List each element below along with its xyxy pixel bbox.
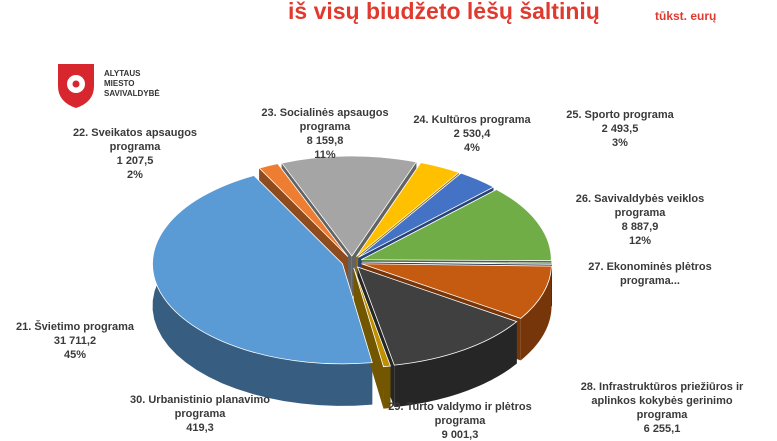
category: 22. Sveikatos apsaugos programa (72, 127, 198, 153)
value-label: 2 530,4 (453, 128, 491, 140)
logo-rose-center (72, 80, 80, 88)
value-label: 419,3 (186, 422, 214, 434)
slice (361, 261, 553, 265)
logo-text: MIESTO (104, 79, 135, 88)
percent-label: 4% (464, 142, 480, 154)
category: 27. Ekonominės plėtros programa... (588, 261, 712, 287)
category: 21. Švietimo programa (16, 321, 134, 333)
category: 24. Kultūros programa (413, 114, 531, 126)
value-label: 2 493,5 (601, 123, 639, 135)
slice-label: 22. Sveikatos apsaugos programa 1 207,5 2% (50, 126, 220, 182)
slice-label: 24. Kultūros programa 2 530,4 4% (387, 113, 557, 155)
slice-label: 30. Urbanistinio planavimo programa 419,3 (115, 393, 285, 435)
slice-label: 26. Savivaldybės veiklos programa 8 887,9… (555, 192, 725, 248)
category: 26. Savivaldybės veiklos programa (575, 193, 705, 219)
slice-label: 29. Turto valdymo ir plėtros programa 9 0… (375, 400, 545, 441)
slice-side (520, 266, 552, 361)
slice-label: 25. Sporto programa 2 493,5 3% (535, 108, 705, 150)
title: iš visų biudžeto lėšų šaltinių (288, 0, 600, 24)
value-label: 9 001,3 (441, 429, 479, 441)
percent-label: 11% (314, 149, 336, 161)
pie (152, 155, 553, 409)
value-label: 8 159,8 (306, 135, 344, 147)
slice (258, 163, 349, 257)
value-label: 1 207,5 (116, 155, 154, 167)
logo-text: ALYTAUS (104, 69, 141, 78)
category: 23. Socialinės apsaugos programa (261, 107, 389, 133)
category: 28. Infrastruktūros priežiūros ir aplink… (580, 381, 744, 421)
slice-label: 27. Ekonominės plėtros programa... (585, 260, 715, 288)
slice (361, 189, 552, 262)
percent-label: 2% (127, 169, 143, 181)
value-label: 6 255,1 (643, 423, 681, 435)
slice (358, 172, 495, 258)
slice (281, 155, 417, 257)
slice (353, 267, 391, 368)
category: 30. Urbanistinio planavimo programa (130, 394, 270, 420)
slice-label: 21. Švietimo programa 31 711,2 45% (0, 320, 160, 362)
slice (361, 263, 552, 319)
category: 25. Sporto programa (566, 109, 674, 121)
category: 29. Turto valdymo ir plėtros programa (388, 401, 532, 427)
unit: tūkst. eurų (655, 9, 717, 23)
value-label: 31 711,2 (53, 335, 97, 347)
slice (356, 162, 460, 257)
percent-label: 45% (63, 349, 87, 361)
slice-label: 23. Socialinės apsaugos programa 8 159,8 1… (240, 106, 410, 162)
slice (152, 174, 373, 365)
slice (356, 266, 518, 366)
percent-label: 3% (612, 137, 628, 149)
slice-wall (353, 267, 384, 409)
value-label: 8 887,9 (621, 221, 659, 233)
percent-label: 12% (628, 235, 652, 247)
slice-label: 28. Infrastruktūros priežiūros ir aplink… (577, 380, 747, 436)
logo-text: SAVIVALDYBĖ (104, 89, 160, 98)
